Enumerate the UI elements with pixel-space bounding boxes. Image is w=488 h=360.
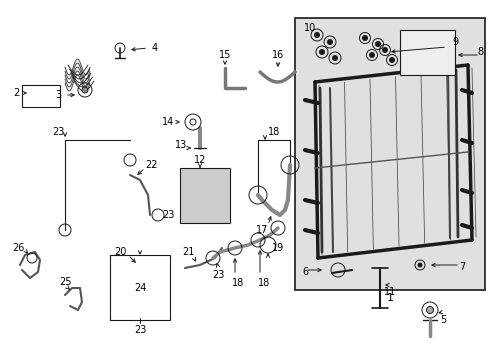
Circle shape xyxy=(362,36,367,41)
Bar xyxy=(22,85,60,107)
Text: 26: 26 xyxy=(12,243,24,253)
Text: 13: 13 xyxy=(175,140,187,150)
Text: 18: 18 xyxy=(267,127,280,137)
Text: 10: 10 xyxy=(303,23,315,33)
Text: 18: 18 xyxy=(257,278,269,288)
Bar xyxy=(294,18,484,290)
Text: 1: 1 xyxy=(386,293,393,303)
Circle shape xyxy=(369,53,374,58)
Text: 23: 23 xyxy=(162,210,174,220)
Text: 2: 2 xyxy=(13,88,19,98)
Text: 17: 17 xyxy=(255,225,267,235)
Circle shape xyxy=(82,87,88,93)
Circle shape xyxy=(417,263,421,267)
Text: 23: 23 xyxy=(211,270,224,280)
Bar xyxy=(180,168,229,223)
Text: 5: 5 xyxy=(439,315,445,325)
Text: 15: 15 xyxy=(218,50,231,60)
Text: 8: 8 xyxy=(476,47,482,57)
Text: 23: 23 xyxy=(52,127,64,137)
Text: 22: 22 xyxy=(145,160,158,170)
Circle shape xyxy=(332,55,337,60)
Text: 18: 18 xyxy=(231,278,244,288)
Text: 12: 12 xyxy=(193,155,206,165)
Text: 11: 11 xyxy=(383,287,395,297)
Text: 25: 25 xyxy=(59,277,71,287)
Text: 19: 19 xyxy=(271,243,284,253)
Circle shape xyxy=(375,41,380,46)
Text: 24: 24 xyxy=(134,283,146,293)
Text: 21: 21 xyxy=(182,247,194,257)
Text: 16: 16 xyxy=(271,50,284,60)
Circle shape xyxy=(382,48,386,53)
Text: 3: 3 xyxy=(55,90,61,100)
Circle shape xyxy=(389,58,394,63)
Text: 20: 20 xyxy=(114,247,126,257)
Text: 14: 14 xyxy=(162,117,174,127)
Circle shape xyxy=(426,306,433,314)
Text: 6: 6 xyxy=(301,267,307,277)
Text: 23: 23 xyxy=(134,325,146,335)
Circle shape xyxy=(314,32,319,37)
Circle shape xyxy=(319,50,324,54)
Bar xyxy=(399,30,454,75)
Circle shape xyxy=(327,40,332,45)
Text: 7: 7 xyxy=(458,262,464,272)
Text: 4: 4 xyxy=(152,43,158,53)
Bar xyxy=(110,255,170,320)
Text: 9: 9 xyxy=(451,37,457,47)
Circle shape xyxy=(190,119,196,125)
